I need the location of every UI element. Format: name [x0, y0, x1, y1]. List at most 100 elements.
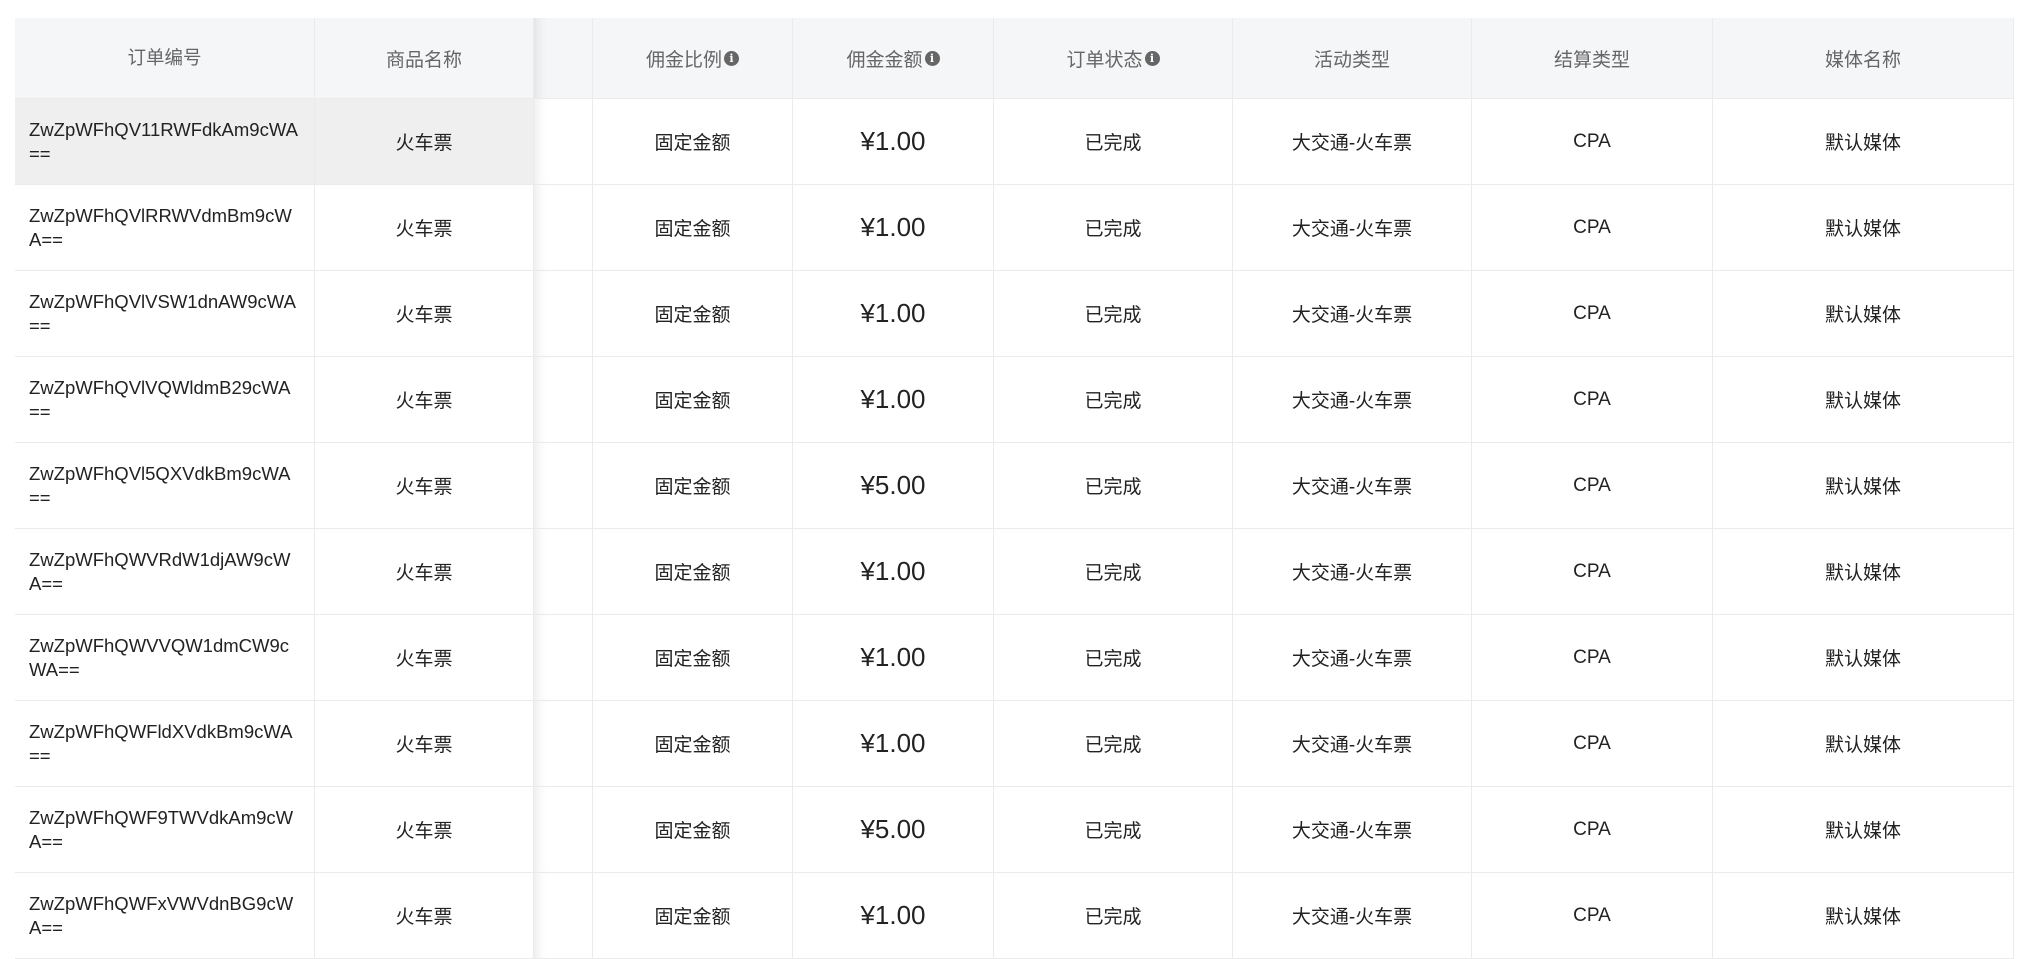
- table-header: 订单编号 商品名称 佣金比例 i 佣金金额 i 订单状态 i 活动类型 结算类型 媒体名称: [15, 18, 2014, 99]
- cell-media-name: 默认媒体: [1713, 701, 2014, 786]
- header-label: 结算类型: [1553, 49, 1630, 71]
- cell-order-status: 已完成: [994, 99, 1233, 184]
- cell-settlement-type: CPA: [1472, 701, 1713, 786]
- cell-commission-ratio: 固定金额: [593, 873, 793, 958]
- cell-commission-ratio: 固定金额: [593, 443, 793, 528]
- cell-order-id: ZwZpWFhQVlVQWldmB29cWA==: [15, 357, 315, 442]
- cell-commission-amount: ¥5.00: [793, 787, 994, 872]
- cell-commission-ratio: 固定金额: [593, 701, 793, 786]
- cell-settlement-type: CPA: [1472, 529, 1713, 614]
- cell-order-id: ZwZpWFhQWFxVWVdnBG9cWA==: [15, 873, 315, 958]
- header-media-name: 媒体名称: [1713, 18, 2014, 98]
- cell-order-id: ZwZpWFhQWFldXVdkBm9cWA==: [15, 701, 315, 786]
- cell-hidden: [534, 271, 593, 356]
- cell-commission-ratio: 固定金额: [593, 529, 793, 614]
- cell-hidden: [534, 357, 593, 442]
- table-row[interactable]: ZwZpWFhQWVRdW1djAW9cWA== 火车票 固定金额 ¥1.00 已完成大…: [15, 529, 2014, 615]
- cell-commission-ratio: 固定金额: [593, 787, 793, 872]
- cell-settlement-type: CPA: [1472, 787, 1713, 872]
- cell-order-status: 已完成: [994, 443, 1233, 528]
- cell-order-status: 已完成: [994, 873, 1233, 958]
- table-row[interactable]: ZwZpWFhQVlVSW1dnAW9cWA== 火车票 固定金额 ¥1.00 已完成大…: [15, 271, 2014, 357]
- cell-activity-type: 大交通-火车票: [1233, 271, 1472, 356]
- cell-media-name: 默认媒体: [1713, 443, 2014, 528]
- orders-table: 订单编号 商品名称 佣金比例 i 佣金金额 i 订单状态 i 活动类型 结算类型 媒体名称 ZwZp…: [15, 18, 2014, 959]
- table-row[interactable]: ZwZpWFhQVl5QXVdkBm9cWA== 火车票 固定金额 ¥5.00 已完成大…: [15, 443, 2014, 529]
- table-row[interactable]: ZwZpWFhQWVVQW1dmCW9cWA== 火车票 固定金额 ¥1.00 已完成大…: [15, 615, 2014, 701]
- table-row[interactable]: ZwZpWFhQWFxVWVdnBG9cWA== 火车票 固定金额 ¥1.00 已完成大…: [15, 873, 2014, 959]
- info-circle-icon[interactable]: i: [724, 50, 739, 66]
- cell-hidden: [534, 529, 593, 614]
- cell-media-name: 默认媒体: [1713, 357, 2014, 442]
- cell-media-name: 默认媒体: [1713, 99, 2014, 184]
- table-row[interactable]: ZwZpWFhQWF9TWVdkAm9cWA== 火车票 固定金额 ¥5.00 已完成大…: [15, 787, 2014, 873]
- cell-order-id: ZwZpWFhQWVVQW1dmCW9cWA==: [15, 615, 315, 700]
- cell-product-name: 火车票: [315, 99, 534, 184]
- cell-media-name: 默认媒体: [1713, 529, 2014, 614]
- cell-hidden: [534, 701, 593, 786]
- cell-hidden: [534, 787, 593, 872]
- cell-commission-amount: ¥1.00: [793, 271, 994, 356]
- cell-commission-ratio: 固定金额: [593, 615, 793, 700]
- header-commission-amount: 佣金金额 i: [793, 18, 994, 98]
- cell-commission-amount: ¥1.00: [793, 357, 994, 442]
- cell-settlement-type: CPA: [1472, 357, 1713, 442]
- info-circle-icon[interactable]: i: [924, 50, 940, 66]
- cell-product-name: 火车票: [315, 615, 534, 700]
- cell-order-id: ZwZpWFhQWF9TWVdkAm9cWA==: [15, 787, 315, 872]
- cell-hidden: [534, 185, 593, 270]
- cell-order-id: ZwZpWFhQV11RWFdkAm9cWA==: [15, 99, 315, 184]
- cell-product-name: 火车票: [315, 357, 534, 442]
- cell-product-name: 火车票: [315, 529, 534, 614]
- table-row[interactable]: ZwZpWFhQWFldXVdkBm9cWA== 火车票 固定金额 ¥1.00 已完成大…: [15, 701, 2014, 787]
- cell-activity-type: 大交通-火车票: [1233, 357, 1472, 442]
- cell-commission-ratio: 固定金额: [593, 271, 793, 356]
- table-row[interactable]: ZwZpWFhQVlRRWVdmBm9cWA== 火车票 固定金额 ¥1.00 已完成大…: [15, 185, 2014, 271]
- cell-media-name: 默认媒体: [1713, 271, 2014, 356]
- header-order-status: 订单状态 i: [994, 18, 1233, 98]
- cell-order-status: 已完成: [994, 357, 1233, 442]
- cell-activity-type: 大交通-火车票: [1233, 615, 1472, 700]
- cell-order-id: ZwZpWFhQVlRRWVdmBm9cWA==: [15, 185, 315, 270]
- table-row[interactable]: ZwZpWFhQV11RWFdkAm9cWA== 火车票 固定金额 ¥1.00 已完成大…: [15, 99, 2014, 185]
- cell-product-name: 火车票: [315, 787, 534, 872]
- info-circle-icon[interactable]: i: [1144, 50, 1160, 66]
- cell-commission-amount: ¥1.00: [793, 185, 994, 270]
- cell-commission-amount: ¥1.00: [793, 701, 994, 786]
- cell-product-name: 火车票: [315, 271, 534, 356]
- cell-commission-amount: ¥1.00: [793, 873, 994, 958]
- cell-settlement-type: CPA: [1472, 873, 1713, 958]
- cell-commission-ratio: 固定金额: [593, 357, 793, 442]
- header-label: 佣金金额: [846, 49, 923, 71]
- cell-media-name: 默认媒体: [1713, 615, 2014, 700]
- cell-hidden: [534, 443, 593, 528]
- cell-order-id: ZwZpWFhQVlVSW1dnAW9cWA==: [15, 271, 315, 356]
- table-row[interactable]: ZwZpWFhQVlVQWldmB29cWA== 火车票 固定金额 ¥1.00 已完成大…: [15, 357, 2014, 443]
- cell-activity-type: 大交通-火车票: [1233, 185, 1472, 270]
- cell-order-id: ZwZpWFhQVl5QXVdkBm9cWA==: [15, 443, 315, 528]
- cell-activity-type: 大交通-火车票: [1233, 443, 1472, 528]
- cell-commission-amount: ¥5.00: [793, 443, 994, 528]
- cell-settlement-type: CPA: [1472, 185, 1713, 270]
- table-body: ZwZpWFhQV11RWFdkAm9cWA== 火车票 固定金额 ¥1.00 已完成大…: [15, 99, 2014, 959]
- header-settlement-type: 结算类型: [1472, 18, 1713, 98]
- header-label: 订单状态: [1066, 49, 1143, 71]
- cell-product-name: 火车票: [315, 185, 534, 270]
- cell-settlement-type: CPA: [1472, 615, 1713, 700]
- cell-hidden: [534, 873, 593, 958]
- cell-product-name: 火车票: [315, 701, 534, 786]
- cell-commission-ratio: 固定金额: [593, 185, 793, 270]
- cell-commission-amount: ¥1.00: [793, 99, 994, 184]
- cell-settlement-type: CPA: [1472, 99, 1713, 184]
- header-label: 订单编号: [127, 47, 202, 68]
- cell-activity-type: 大交通-火车票: [1233, 529, 1472, 614]
- cell-commission-amount: ¥1.00: [793, 529, 994, 614]
- cell-activity-type: 大交通-火车票: [1233, 99, 1472, 184]
- cell-order-id: ZwZpWFhQWVRdW1djAW9cWA==: [15, 529, 315, 614]
- header-hidden: [534, 18, 593, 98]
- cell-order-status: 已完成: [994, 615, 1233, 700]
- cell-order-status: 已完成: [994, 529, 1233, 614]
- header-label: 媒体名称: [1824, 49, 1901, 71]
- cell-activity-type: 大交通-火车票: [1233, 701, 1472, 786]
- cell-product-name: 火车票: [315, 873, 534, 958]
